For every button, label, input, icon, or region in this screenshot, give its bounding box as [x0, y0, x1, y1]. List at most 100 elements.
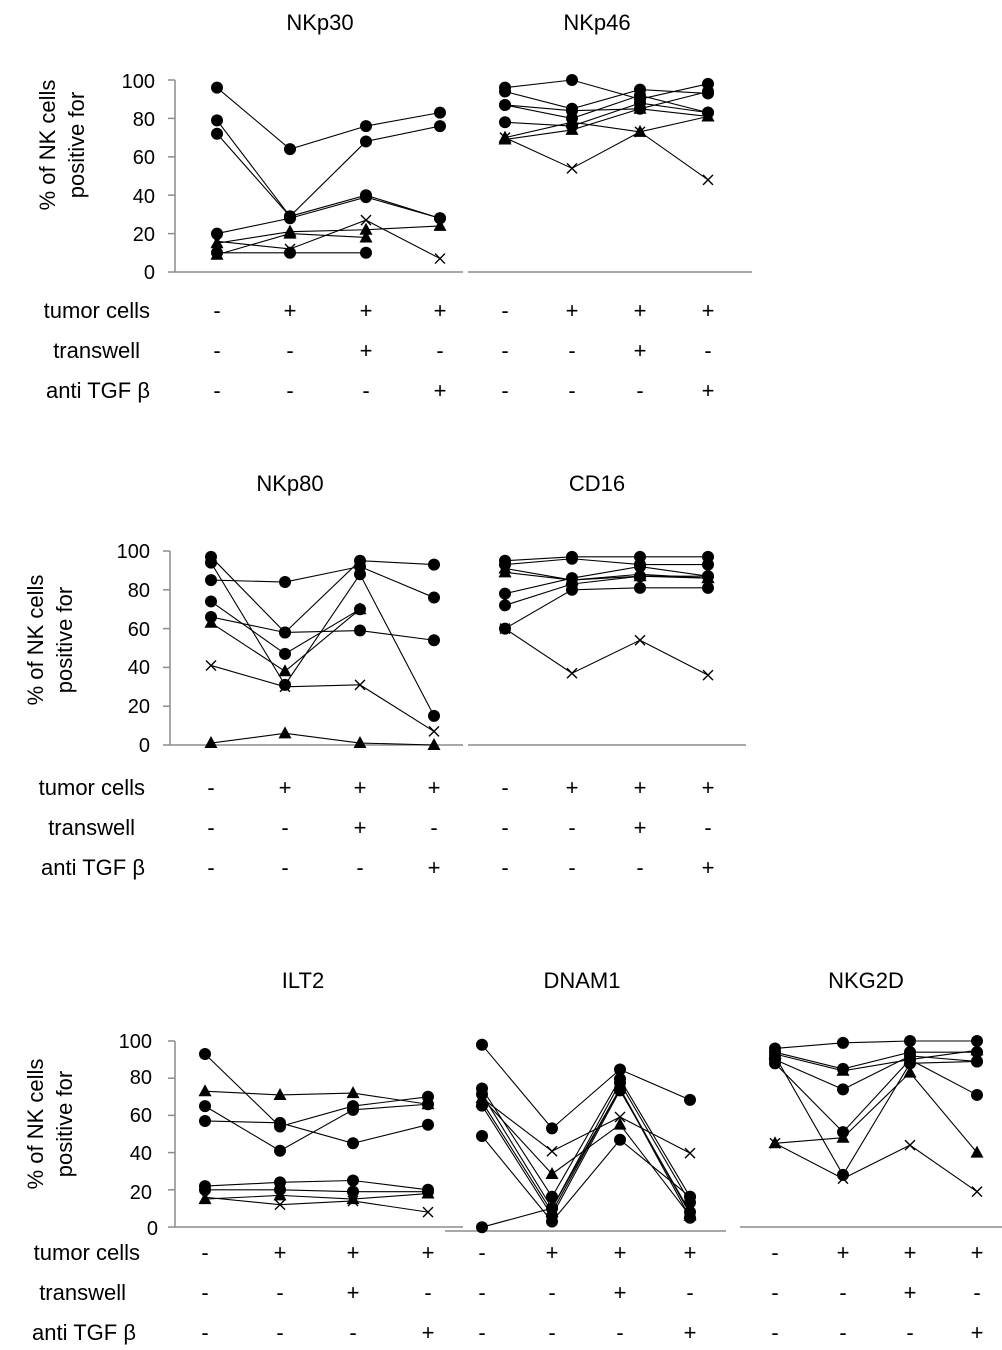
- series-line: [216, 225, 441, 244]
- condition-sign: -: [207, 815, 214, 840]
- data-point: [476, 1092, 488, 1104]
- condition-sign: +: [684, 1320, 697, 1345]
- condition-sign: -: [704, 815, 711, 840]
- series-line: [481, 1044, 691, 1130]
- data-point: [211, 127, 223, 140]
- series-line: [216, 119, 441, 218]
- data-point: [476, 1130, 488, 1142]
- data-point: [837, 1083, 849, 1096]
- series-8: [499, 623, 714, 681]
- data-point: [354, 560, 366, 573]
- series-line: [504, 94, 709, 119]
- data-point: [354, 679, 366, 691]
- data-point: [204, 615, 218, 628]
- row3-y-label-line2: positive for: [52, 1071, 77, 1177]
- chart-title: NKp46: [563, 10, 630, 35]
- series-1: [769, 1035, 983, 1055]
- data-point: [347, 1174, 359, 1187]
- data-point: [283, 226, 297, 239]
- series-line: [481, 1077, 691, 1198]
- condition-sign: -: [430, 815, 437, 840]
- series-line: [205, 1189, 428, 1193]
- data-point: [199, 1183, 211, 1196]
- series-6: [476, 1082, 696, 1234]
- series-8: [475, 1081, 697, 1219]
- data-point: [199, 1114, 211, 1127]
- data-point: [701, 109, 715, 122]
- condition-sign: +: [702, 378, 715, 403]
- chart-title: NKp30: [286, 10, 353, 35]
- condition-sign: +: [837, 1240, 850, 1265]
- data-point: [971, 1035, 983, 1047]
- series-line: [204, 1192, 429, 1200]
- data-point: [565, 115, 579, 128]
- series-line: [210, 664, 435, 732]
- data-point: [279, 681, 291, 693]
- data-point: [421, 1097, 435, 1110]
- series-line: [774, 1142, 978, 1193]
- series-line: [210, 608, 361, 672]
- condition-sign: -: [478, 1240, 485, 1265]
- data-point: [199, 1048, 211, 1061]
- series-line: [774, 1071, 978, 1153]
- data-point: [634, 581, 646, 594]
- series-line: [774, 1055, 978, 1090]
- condition-sign: +: [546, 1240, 559, 1265]
- series-line: [216, 196, 441, 235]
- data-point: [633, 569, 647, 582]
- row1-y-axis: % of NK cells positive for 0 20 40 60 80…: [35, 71, 155, 284]
- data-point: [837, 1173, 849, 1185]
- condition-sign: +: [634, 338, 647, 363]
- condition-sign: +: [702, 775, 715, 800]
- series-1: [476, 1038, 696, 1135]
- row3-label-tumor-cells: tumor cells: [34, 1240, 140, 1265]
- data-point: [634, 560, 646, 573]
- data-point: [970, 1043, 984, 1056]
- row3-conditions: tumor cells transwell anti TGF β: [32, 1240, 140, 1345]
- series-line: [504, 556, 708, 562]
- data-point: [205, 595, 217, 608]
- data-point: [347, 1103, 359, 1116]
- series-line: [210, 556, 435, 634]
- condition-sign: -: [362, 378, 369, 403]
- series-9: [476, 1092, 696, 1159]
- data-point: [566, 583, 578, 596]
- condition-sign: -: [568, 378, 575, 403]
- row3-y-axis: % of NK cells positive for 0 20 40 60 80…: [23, 1031, 158, 1240]
- data-point: [971, 1055, 983, 1068]
- condition-sign: +: [428, 775, 441, 800]
- condition-sign: +: [614, 1240, 627, 1265]
- series-4: [769, 1053, 983, 1139]
- condition-sign: -: [686, 1280, 693, 1305]
- condition-sign: -: [276, 1320, 283, 1345]
- data-point: [199, 1191, 211, 1203]
- data-point: [684, 1147, 696, 1159]
- condition-sign: -: [636, 378, 643, 403]
- condition-sign: -: [478, 1320, 485, 1345]
- data-point: [475, 1094, 489, 1107]
- data-point: [545, 1205, 559, 1217]
- condition-sign: -: [286, 378, 293, 403]
- data-point: [421, 1186, 435, 1199]
- data-point: [499, 85, 511, 98]
- data-point: [273, 1087, 287, 1100]
- chart-title: DNAM1: [543, 968, 620, 993]
- condition-sign: -: [213, 378, 220, 403]
- series-3: [769, 1049, 983, 1096]
- data-point: [614, 1133, 626, 1146]
- series-5: [476, 1130, 696, 1228]
- series-line: [774, 1049, 978, 1072]
- condition-sign: -: [281, 855, 288, 880]
- data-point: [211, 227, 223, 240]
- series-line: [504, 115, 709, 139]
- series-line: [504, 587, 708, 630]
- condition-sign: +: [360, 298, 373, 323]
- chart-panel-nkp30: NKp30 - + + + - - + - - - - +: [168, 10, 463, 403]
- series-2: [499, 552, 714, 571]
- data-point: [837, 1036, 849, 1049]
- data-point: [359, 230, 373, 243]
- condition-sign: -: [213, 298, 220, 323]
- data-point: [279, 626, 291, 639]
- data-point: [360, 214, 372, 226]
- data-point: [360, 191, 372, 204]
